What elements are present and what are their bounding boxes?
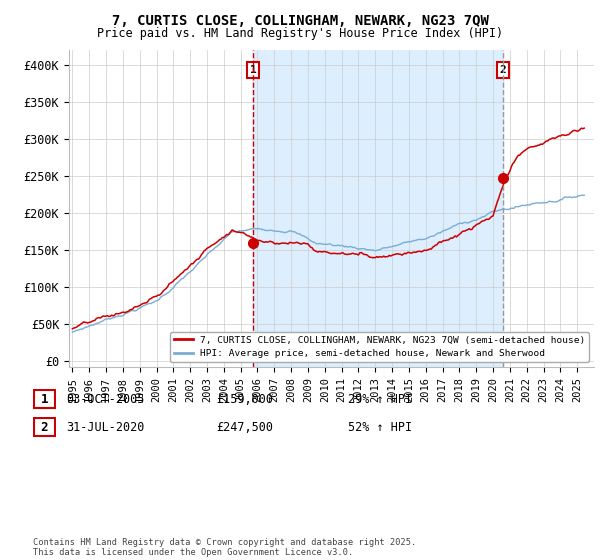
Bar xyxy=(253,50,503,367)
FancyBboxPatch shape xyxy=(34,390,55,408)
Text: Price paid vs. HM Land Registry's House Price Index (HPI): Price paid vs. HM Land Registry's House … xyxy=(97,27,503,40)
Text: 31-JUL-2020: 31-JUL-2020 xyxy=(66,421,145,434)
Text: 52% ↑ HPI: 52% ↑ HPI xyxy=(348,421,412,434)
Text: £247,500: £247,500 xyxy=(216,421,273,434)
Text: Contains HM Land Registry data © Crown copyright and database right 2025.
This d: Contains HM Land Registry data © Crown c… xyxy=(33,538,416,557)
Text: 29% ↑ HPI: 29% ↑ HPI xyxy=(348,393,412,406)
Text: 03-OCT-2005: 03-OCT-2005 xyxy=(66,393,145,406)
Legend: 7, CURTIS CLOSE, COLLINGHAM, NEWARK, NG23 7QW (semi-detached house), HPI: Averag: 7, CURTIS CLOSE, COLLINGHAM, NEWARK, NG2… xyxy=(170,332,589,362)
Text: 1: 1 xyxy=(41,393,48,406)
Text: 1: 1 xyxy=(250,65,257,75)
Text: 2: 2 xyxy=(499,65,506,75)
Text: 7, CURTIS CLOSE, COLLINGHAM, NEWARK, NG23 7QW: 7, CURTIS CLOSE, COLLINGHAM, NEWARK, NG2… xyxy=(112,14,488,28)
FancyBboxPatch shape xyxy=(34,418,55,436)
Text: 2: 2 xyxy=(41,421,48,434)
Text: £159,000: £159,000 xyxy=(216,393,273,406)
